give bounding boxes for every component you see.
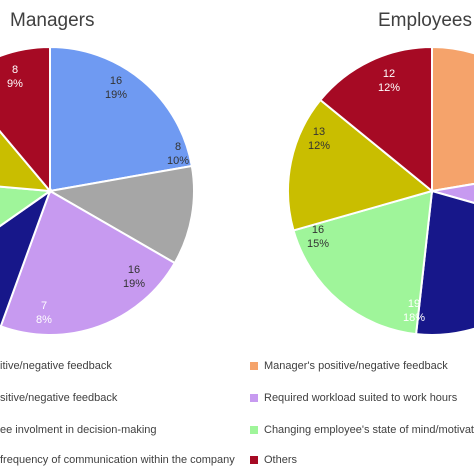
managers-slice-5: [0, 185, 53, 228]
legend-item-left-1: itive/negative feedback: [0, 360, 112, 372]
employees-pie-title: Employees: [378, 10, 472, 31]
managers-percent-label-3: 19%: [123, 278, 145, 290]
managers-value-label-4: 7: [41, 300, 47, 312]
managers-slice-1: [49, 45, 193, 193]
managers-percent-label-5: 9%: [7, 78, 23, 90]
legend-label: itive/negative feedback: [0, 360, 112, 372]
legend-label: Others: [264, 454, 298, 466]
managers-slice-3: [0, 189, 177, 336]
employees-slice-6: [318, 45, 433, 194]
legend-label: Changing employee's state of mind/motiva…: [264, 424, 474, 436]
managers-slice-2: [47, 164, 195, 265]
legend-swatch: [250, 456, 258, 464]
managers-percent-label-2: 10%: [167, 155, 189, 167]
employees-percent-label-4: 18%: [403, 312, 425, 324]
managers-value-label-5: 8: [12, 64, 18, 76]
employees-value-label-1: 12: [383, 68, 395, 80]
legend-item-right-2: Required workload suited to work hours: [250, 392, 457, 404]
managers-slice-7: [0, 45, 51, 194]
employees-slice-2: [431, 182, 474, 204]
employees-slice-3: [414, 189, 474, 336]
managers-slice-4: [0, 188, 53, 328]
employees-percent-label-1: 12%: [378, 82, 400, 94]
legend-item-right-3: Changing employee's state of mind/motiva…: [250, 424, 474, 436]
employees-slice-4: [292, 189, 434, 336]
legend-label: sitive/negative feedback: [0, 392, 118, 404]
employees-slice-5: [287, 98, 435, 232]
legend-label: Required workload suited to work hours: [264, 392, 458, 404]
legend-swatch: [250, 394, 258, 402]
employees-percent-label-3: 15%: [307, 238, 329, 250]
employees-value-label-4: 19: [408, 298, 420, 310]
legend: itive/negative feedback sitive/negative f…: [0, 352, 474, 474]
employees-value-label-2: 13: [313, 126, 325, 138]
legend-label: Manager's positive/negative feedback: [264, 360, 448, 372]
managers-value-label-1: 16: [110, 75, 122, 87]
managers-value-label-2: 8: [175, 141, 181, 153]
pie-charts: 16 19% 8 10% 16 19% 7 8% 8 9% 12 12% 13 12% 16 15% 19 18%: [0, 45, 474, 336]
legend-item-left-3: ee involment in decision-making: [0, 424, 157, 436]
legend-label: ee involment in decision-making: [0, 424, 157, 436]
managers-percent-label-4: 8%: [36, 314, 52, 326]
legend-swatch: [250, 426, 258, 434]
managers-percent-label-1: 19%: [105, 89, 127, 101]
legend-item-left-4: frequency of communication within the co…: [0, 454, 235, 466]
managers-pie-title: Managers: [10, 10, 95, 31]
legend-item-right-1: Manager's positive/negative feedback: [250, 360, 448, 372]
legend-label: frequency of communication within the co…: [0, 454, 235, 466]
employees-percent-label-2: 12%: [308, 140, 330, 152]
legend-item-right-4: Others: [250, 454, 297, 466]
legend-swatch: [250, 362, 258, 370]
legend-item-left-2: sitive/negative feedback: [0, 392, 117, 404]
employees-slice-1: [431, 45, 474, 193]
managers-value-label-3: 16: [128, 264, 140, 276]
employees-value-label-3: 16: [312, 224, 324, 236]
